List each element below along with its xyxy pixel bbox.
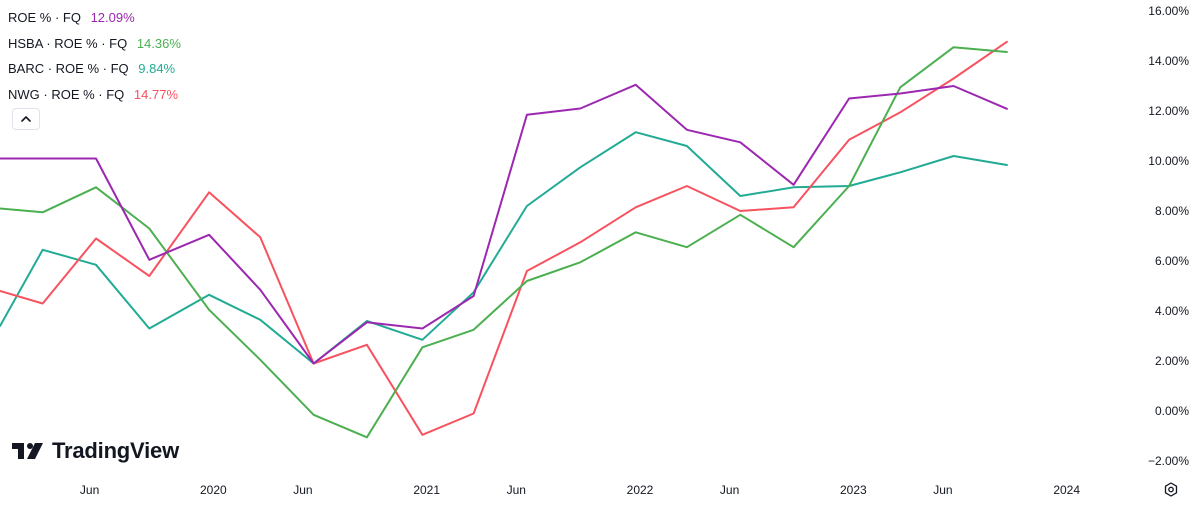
y-tick-label: 8.00% [1155,204,1189,218]
tradingview-logo-icon [12,443,43,459]
brand-name: TradingView [52,438,179,463]
legend-item-roe[interactable]: ROE % · FQ 12.09% [8,5,181,31]
settings-button[interactable] [1161,480,1181,500]
x-tick-label: 2020 [200,483,227,497]
series-line-roe[interactable] [0,83,1008,365]
y-tick-label: 2.00% [1155,354,1189,368]
x-tick-label: Jun [720,483,739,497]
legend-label: HSBA · ROE % · FQ [8,35,128,51]
legend-label: ROE % · FQ [8,10,81,25]
x-tick-label: Jun [507,483,526,497]
series-layer [0,40,1008,439]
legend-item-nwg[interactable]: NWG · ROE % · FQ 14.77% [8,82,181,108]
legend-value: 12.09% [90,10,135,25]
x-axis: Jun 2020 Jun 2021 Jun 2022 Jun 2023 Jun 2024 [80,483,1080,497]
legend: ROE % · FQ 12.09% HSBA · ROE % · FQ 14.3… [8,5,181,107]
y-tick-label: 0.00% [1155,404,1189,418]
legend-label: BARC · ROE % · FQ [8,61,129,76]
y-axis: 16.00% 14.00% 12.00% 10.00% 8.00% 6.00% 4.00% 2… [1148,4,1189,468]
series-line-nwg[interactable] [0,40,1008,436]
y-tick-label: 12.00% [1148,104,1189,118]
x-tick-label: 2024 [1053,483,1080,497]
y-tick-label: −2.00% [1148,454,1189,468]
y-tick-label: 4.00% [1155,304,1189,318]
legend-label: NWG · ROE % · FQ [8,86,125,102]
y-tick-label: 16.00% [1148,4,1189,18]
legend-value: 14.77% [133,86,178,102]
y-tick-label: 14.00% [1148,54,1189,68]
x-tick-label: Jun [293,483,312,497]
gear-icon [1164,482,1178,497]
series-line-barc[interactable] [0,131,1008,365]
y-tick-label: 10.00% [1148,154,1189,168]
x-tick-label: Jun [80,483,99,497]
legend-value: 14.36% [136,35,181,51]
y-tick-label: 6.00% [1155,254,1189,268]
tradingview-logo[interactable]: TradingView [12,438,179,464]
legend-item-barc[interactable]: BARC · ROE % · FQ 9.84% [8,56,181,82]
x-tick-label: 2023 [840,483,867,497]
legend-item-hsba[interactable]: HSBA · ROE % · FQ 14.36% [8,31,181,57]
series-line-hsba[interactable] [0,46,1008,439]
legend-collapse-button[interactable] [12,108,40,130]
x-tick-label: 2022 [627,483,654,497]
chevron-up-icon [21,116,31,122]
x-tick-label: Jun [933,483,952,497]
x-tick-label: 2021 [413,483,440,497]
legend-value: 9.84% [138,61,176,76]
